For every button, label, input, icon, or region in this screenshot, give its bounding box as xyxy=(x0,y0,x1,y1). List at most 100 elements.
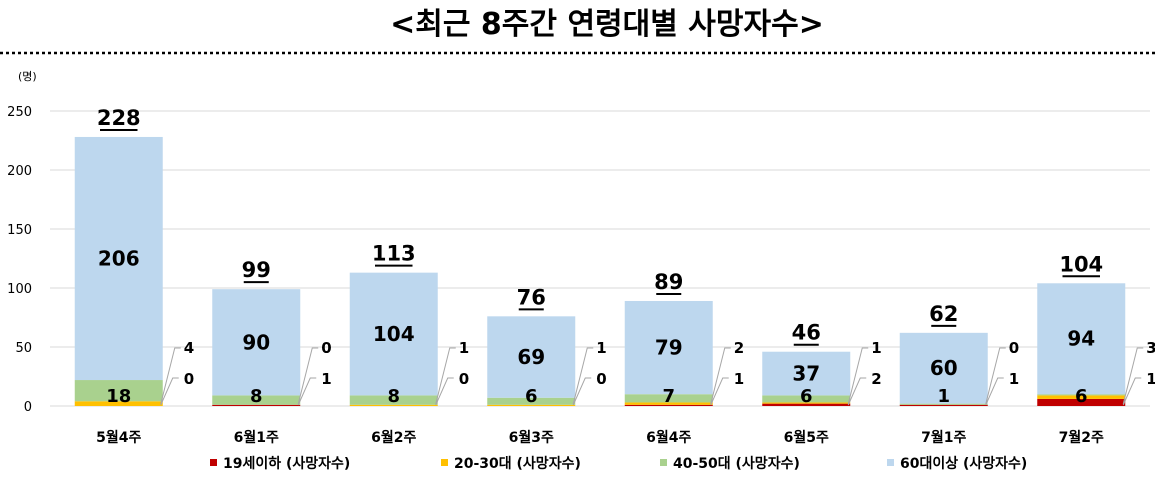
inside-label: 37 xyxy=(792,362,820,386)
legend-swatch xyxy=(210,459,217,466)
side-label-lower: 0 xyxy=(596,370,606,388)
bar-segment xyxy=(74,401,163,406)
bar-segment xyxy=(1037,283,1126,395)
bar-segment xyxy=(349,395,438,405)
inside-label: 60 xyxy=(930,356,958,380)
mid-label: 8 xyxy=(250,386,263,407)
bar-segment xyxy=(1037,394,1126,396)
bar-segment xyxy=(487,404,576,406)
x-tick-label: 6월5주 xyxy=(784,429,829,446)
mid-label: 6 xyxy=(525,386,538,407)
bar-segment xyxy=(1037,398,1126,406)
side-label-lower: 2 xyxy=(871,370,881,388)
inside-label: 104 xyxy=(373,322,415,346)
x-tick-label: 6월3주 xyxy=(509,429,554,446)
side-label-lower: 0 xyxy=(184,370,194,388)
legend-label: 40-50대 (사망자수) xyxy=(673,455,800,472)
y-tick-label: 150 xyxy=(7,223,32,238)
side-label-lower: 1 xyxy=(734,370,744,388)
side-label-lower: 1 xyxy=(1146,370,1155,388)
mid-label: 6 xyxy=(800,386,813,407)
x-tick-label: 6월2주 xyxy=(371,429,416,446)
total-label: 46 xyxy=(792,321,821,345)
side-label-upper: 4 xyxy=(184,339,194,357)
bar-segment xyxy=(899,403,988,405)
total-label: 76 xyxy=(517,285,546,309)
bar-segment xyxy=(762,395,851,403)
total-label: 228 xyxy=(97,106,141,130)
mid-label: 7 xyxy=(662,386,675,407)
leader-line-lower xyxy=(985,377,1004,406)
side-label-upper: 0 xyxy=(1009,339,1019,357)
bar-segment xyxy=(1037,395,1126,399)
total-label: 113 xyxy=(372,242,416,266)
total-label: 89 xyxy=(654,270,683,294)
mid-label: 6 xyxy=(1075,386,1088,407)
bar-segment xyxy=(762,403,851,406)
leader-line-upper xyxy=(297,347,319,405)
bar-segment xyxy=(624,394,713,403)
side-label-upper: 1 xyxy=(459,339,469,357)
legend-swatch xyxy=(887,459,894,466)
total-label: 99 xyxy=(242,258,271,282)
y-tick-label: 0 xyxy=(24,400,32,415)
data-labels: 2282061840999080111310481076696108979721… xyxy=(97,106,1155,407)
leader-line-upper xyxy=(985,347,1006,405)
leader-line-lower xyxy=(710,377,729,406)
bars xyxy=(74,136,1126,406)
x-tick-label: 6월1주 xyxy=(234,429,279,446)
legend-label: 19세이하 (사망자수) xyxy=(223,455,350,472)
bar-segment xyxy=(624,404,713,406)
leader-line-upper xyxy=(1122,347,1144,405)
mid-label: 8 xyxy=(387,386,400,407)
leader-line-lower xyxy=(847,377,867,406)
bar-segment xyxy=(899,332,988,404)
mid-label: 18 xyxy=(106,386,131,407)
side-label-upper: 3 xyxy=(1146,339,1155,357)
leader-line-upper xyxy=(435,347,456,405)
bar-segment xyxy=(212,395,301,405)
total-label: 62 xyxy=(929,302,958,326)
bar-segment xyxy=(212,404,301,406)
y-tick-label: 250 xyxy=(7,105,32,120)
side-label-upper: 0 xyxy=(321,339,331,357)
x-tick-label: 6월4주 xyxy=(646,429,691,446)
side-label-lower: 0 xyxy=(459,370,469,388)
y-tick-label: 50 xyxy=(15,341,32,356)
leader-line-upper xyxy=(710,347,731,405)
y-tick-label: 100 xyxy=(7,282,32,297)
bar-segment xyxy=(487,397,576,405)
total-label: 104 xyxy=(1059,252,1103,276)
side-label-lower: 1 xyxy=(1009,370,1019,388)
inside-label: 94 xyxy=(1067,327,1095,351)
bar-segment xyxy=(212,289,301,396)
bar-segment xyxy=(74,136,163,381)
bar-segment xyxy=(762,402,851,404)
x-tick-label: 7월1주 xyxy=(921,429,966,446)
side-label-upper: 2 xyxy=(734,339,744,357)
legend-swatch xyxy=(660,459,667,466)
legend: 19세이하 (사망자수) 20-30대 (사망자수) 40-50대 (사망자수) 60… xyxy=(210,455,1027,472)
bar-segment xyxy=(349,272,438,396)
bar-segment xyxy=(899,404,988,406)
bar-segment xyxy=(74,380,163,402)
y-tick-label: 200 xyxy=(7,164,32,179)
x-tick-label: 5월4주 xyxy=(96,429,141,446)
side-label-upper: 1 xyxy=(596,339,606,357)
category-labels: 5월4주 6월1주 6월2주 6월3주 6월4주 6월5주 7월1주 7월2주 xyxy=(96,429,1104,446)
leader-line-upper xyxy=(160,347,181,405)
inside-label: 206 xyxy=(98,247,140,271)
inside-label: 69 xyxy=(517,345,545,369)
leader-line-lower xyxy=(160,377,179,406)
chart-title: <최근 8주간 연령대별 사망자수> xyxy=(390,7,824,42)
mid-label: 1 xyxy=(937,386,950,407)
bar-segment xyxy=(624,402,713,405)
bar-segment xyxy=(487,316,576,398)
legend-label: 60대이상 (사망자수) xyxy=(900,455,1027,472)
leader-line-upper xyxy=(847,347,869,405)
leader-line-lower xyxy=(297,377,317,406)
side-label-lower: 1 xyxy=(321,370,331,388)
inside-label: 79 xyxy=(655,336,683,360)
bar-segment xyxy=(762,351,851,396)
